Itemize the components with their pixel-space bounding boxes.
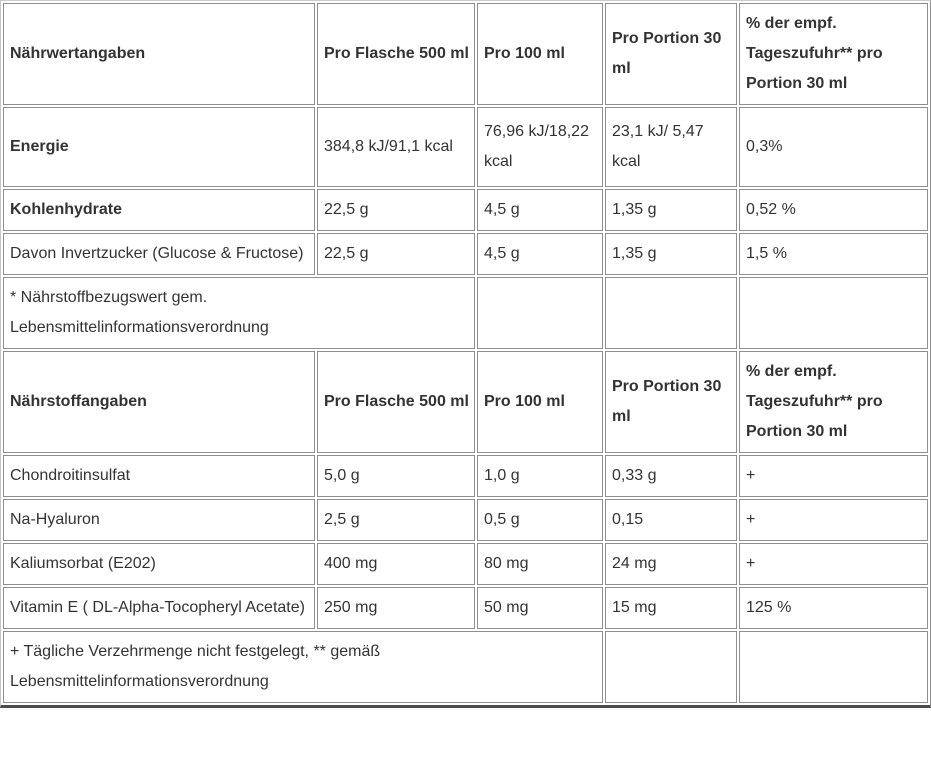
- value-cell: 0,5 g: [477, 499, 603, 541]
- row-label-cell: Kohlenhydrate: [3, 189, 315, 231]
- value-cell: 125 %: [739, 587, 928, 629]
- value-cell: 1,5 %: [739, 233, 928, 275]
- table-row-hyaluron: Na-Hyaluron 2,5 g 0,5 g 0,15 +: [3, 499, 928, 541]
- header-cell-daily-intake: % der empf. Tageszufuhr** pro Portion 30…: [739, 351, 928, 453]
- footnote-cell: * Nährstoffbezugswert gem. Lebensmitteli…: [3, 277, 475, 349]
- value-cell: 250 mg: [317, 587, 475, 629]
- value-cell: +: [739, 455, 928, 497]
- header-cell-per-100ml: Pro 100 ml: [477, 3, 603, 105]
- row-label-cell: Davon Invertzucker (Glucose & Fructose): [3, 233, 315, 275]
- row-label-cell: Kaliumsorbat (E202): [3, 543, 315, 585]
- row-label-cell: Energie: [3, 107, 315, 187]
- header-cell-nutrient-facts: Nährstoffangaben: [3, 351, 315, 453]
- value-cell: 76,96 kJ/18,22 kcal: [477, 107, 603, 187]
- value-cell: 4,5 g: [477, 189, 603, 231]
- table-row-potassium-sorbate: Kaliumsorbat (E202) 400 mg 80 mg 24 mg +: [3, 543, 928, 585]
- row-label-cell: Vitamin E ( DL-Alpha-Tocopheryl Acetate): [3, 587, 315, 629]
- empty-cell: [477, 277, 603, 349]
- table-row-invert-sugar: Davon Invertzucker (Glucose & Fructose) …: [3, 233, 928, 275]
- value-cell: 1,0 g: [477, 455, 603, 497]
- value-cell: 0,3%: [739, 107, 928, 187]
- empty-cell: [605, 277, 737, 349]
- value-cell: 0,33 g: [605, 455, 737, 497]
- value-cell: 23,1 kJ/ 5,47 kcal: [605, 107, 737, 187]
- header-cell-per-portion: Pro Portion 30 ml: [605, 351, 737, 453]
- table-row-energy: Energie 384,8 kJ/91,1 kcal 76,96 kJ/18,2…: [3, 107, 928, 187]
- row-label-cell: Na-Hyaluron: [3, 499, 315, 541]
- row-label-cell: Chondroitinsulfat: [3, 455, 315, 497]
- value-cell: +: [739, 543, 928, 585]
- header-cell-per-bottle: Pro Flasche 500 ml: [317, 3, 475, 105]
- empty-cell: [739, 277, 928, 349]
- value-cell: 22,5 g: [317, 233, 475, 275]
- table-header-row-nutrients: Nährstoffangaben Pro Flasche 500 ml Pro …: [3, 351, 928, 453]
- table-row-chondroitin: Chondroitinsulfat 5,0 g 1,0 g 0,33 g +: [3, 455, 928, 497]
- header-cell-per-portion: Pro Portion 30 ml: [605, 3, 737, 105]
- value-cell: 0,15: [605, 499, 737, 541]
- value-cell: 80 mg: [477, 543, 603, 585]
- header-cell-per-100ml: Pro 100 ml: [477, 351, 603, 453]
- value-cell: +: [739, 499, 928, 541]
- empty-cell: [739, 631, 928, 703]
- value-cell: 400 mg: [317, 543, 475, 585]
- value-cell: 384,8 kJ/91,1 kcal: [317, 107, 475, 187]
- empty-cell: [605, 631, 737, 703]
- value-cell: 50 mg: [477, 587, 603, 629]
- footnote-cell: + Tägliche Verzehrmenge nicht festgelegt…: [3, 631, 603, 703]
- table-header-row-nutrition: Nährwertangaben Pro Flasche 500 ml Pro 1…: [3, 3, 928, 105]
- value-cell: 2,5 g: [317, 499, 475, 541]
- nutrition-table: Nährwertangaben Pro Flasche 500 ml Pro 1…: [1, 1, 930, 705]
- table-footnote-row-nutrition: * Nährstoffbezugswert gem. Lebensmitteli…: [3, 277, 928, 349]
- value-cell: 1,35 g: [605, 233, 737, 275]
- value-cell: 15 mg: [605, 587, 737, 629]
- value-cell: 22,5 g: [317, 189, 475, 231]
- header-cell-nutrition-facts: Nährwertangaben: [3, 3, 315, 105]
- value-cell: 0,52 %: [739, 189, 928, 231]
- table-row-carbohydrates: Kohlenhydrate 22,5 g 4,5 g 1,35 g 0,52 %: [3, 189, 928, 231]
- value-cell: 4,5 g: [477, 233, 603, 275]
- table-footnote-row-nutrients: + Tägliche Verzehrmenge nicht festgelegt…: [3, 631, 928, 703]
- nutrition-table-container: Nährwertangaben Pro Flasche 500 ml Pro 1…: [0, 0, 931, 708]
- value-cell: 5,0 g: [317, 455, 475, 497]
- header-cell-daily-intake: % der empf. Tageszufuhr** pro Portion 30…: [739, 3, 928, 105]
- value-cell: 24 mg: [605, 543, 737, 585]
- header-cell-per-bottle: Pro Flasche 500 ml: [317, 351, 475, 453]
- table-row-vitamin-e: Vitamin E ( DL-Alpha-Tocopheryl Acetate)…: [3, 587, 928, 629]
- value-cell: 1,35 g: [605, 189, 737, 231]
